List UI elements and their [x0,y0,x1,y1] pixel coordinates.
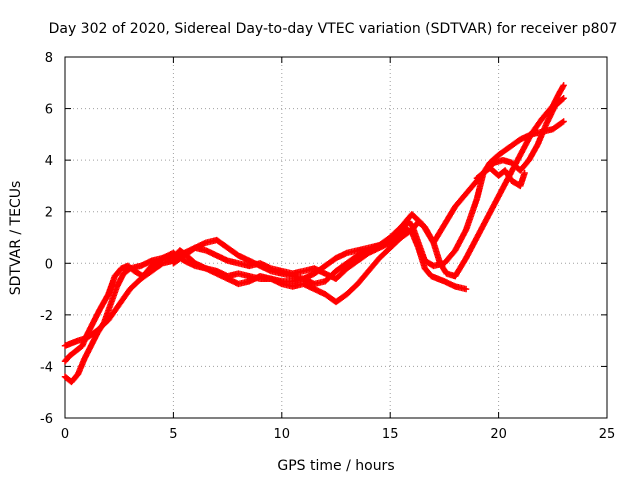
y-tick-label: -6 [40,412,53,427]
x-tick-label: 10 [274,427,291,442]
y-tick-label: 0 [45,257,53,272]
plot-frame [64,56,608,419]
data-point [462,285,470,293]
x-axis-label: GPS time / hours [277,458,394,474]
y-tick-label: -4 [40,360,53,375]
gridlines [65,57,607,418]
data-point [560,95,567,102]
tick-marks [64,56,608,419]
series-track-3 [61,82,567,349]
y-tick-label: 8 [45,51,53,66]
x-tick-label: 0 [61,427,69,442]
y-tick-label: 6 [45,103,53,118]
series-track-4 [170,95,567,282]
y-tick-label: -2 [40,309,53,324]
y-tick-label: 4 [45,154,53,169]
x-tick-label: 20 [490,427,507,442]
data-point [559,119,566,126]
data-point [560,118,567,125]
x-tick-label: 5 [169,427,177,442]
data-point [559,96,566,103]
x-tick-label: 15 [382,427,399,442]
data-points [61,82,567,386]
y-axis-label: SDTVAR / TECUs [8,181,24,296]
series-track-1 [61,118,567,386]
y-tick-label: 2 [45,206,53,221]
chart-title: Day 302 of 2020, Sidereal Day-to-day VTE… [49,21,618,37]
series-track-5 [473,164,528,190]
x-tick-label: 25 [599,427,616,442]
tick-labels: 0 5 10 15 20 25 -6 -4 -2 0 2 4 6 8 [40,51,615,442]
data-point [521,169,528,177]
data-point [560,82,567,89]
